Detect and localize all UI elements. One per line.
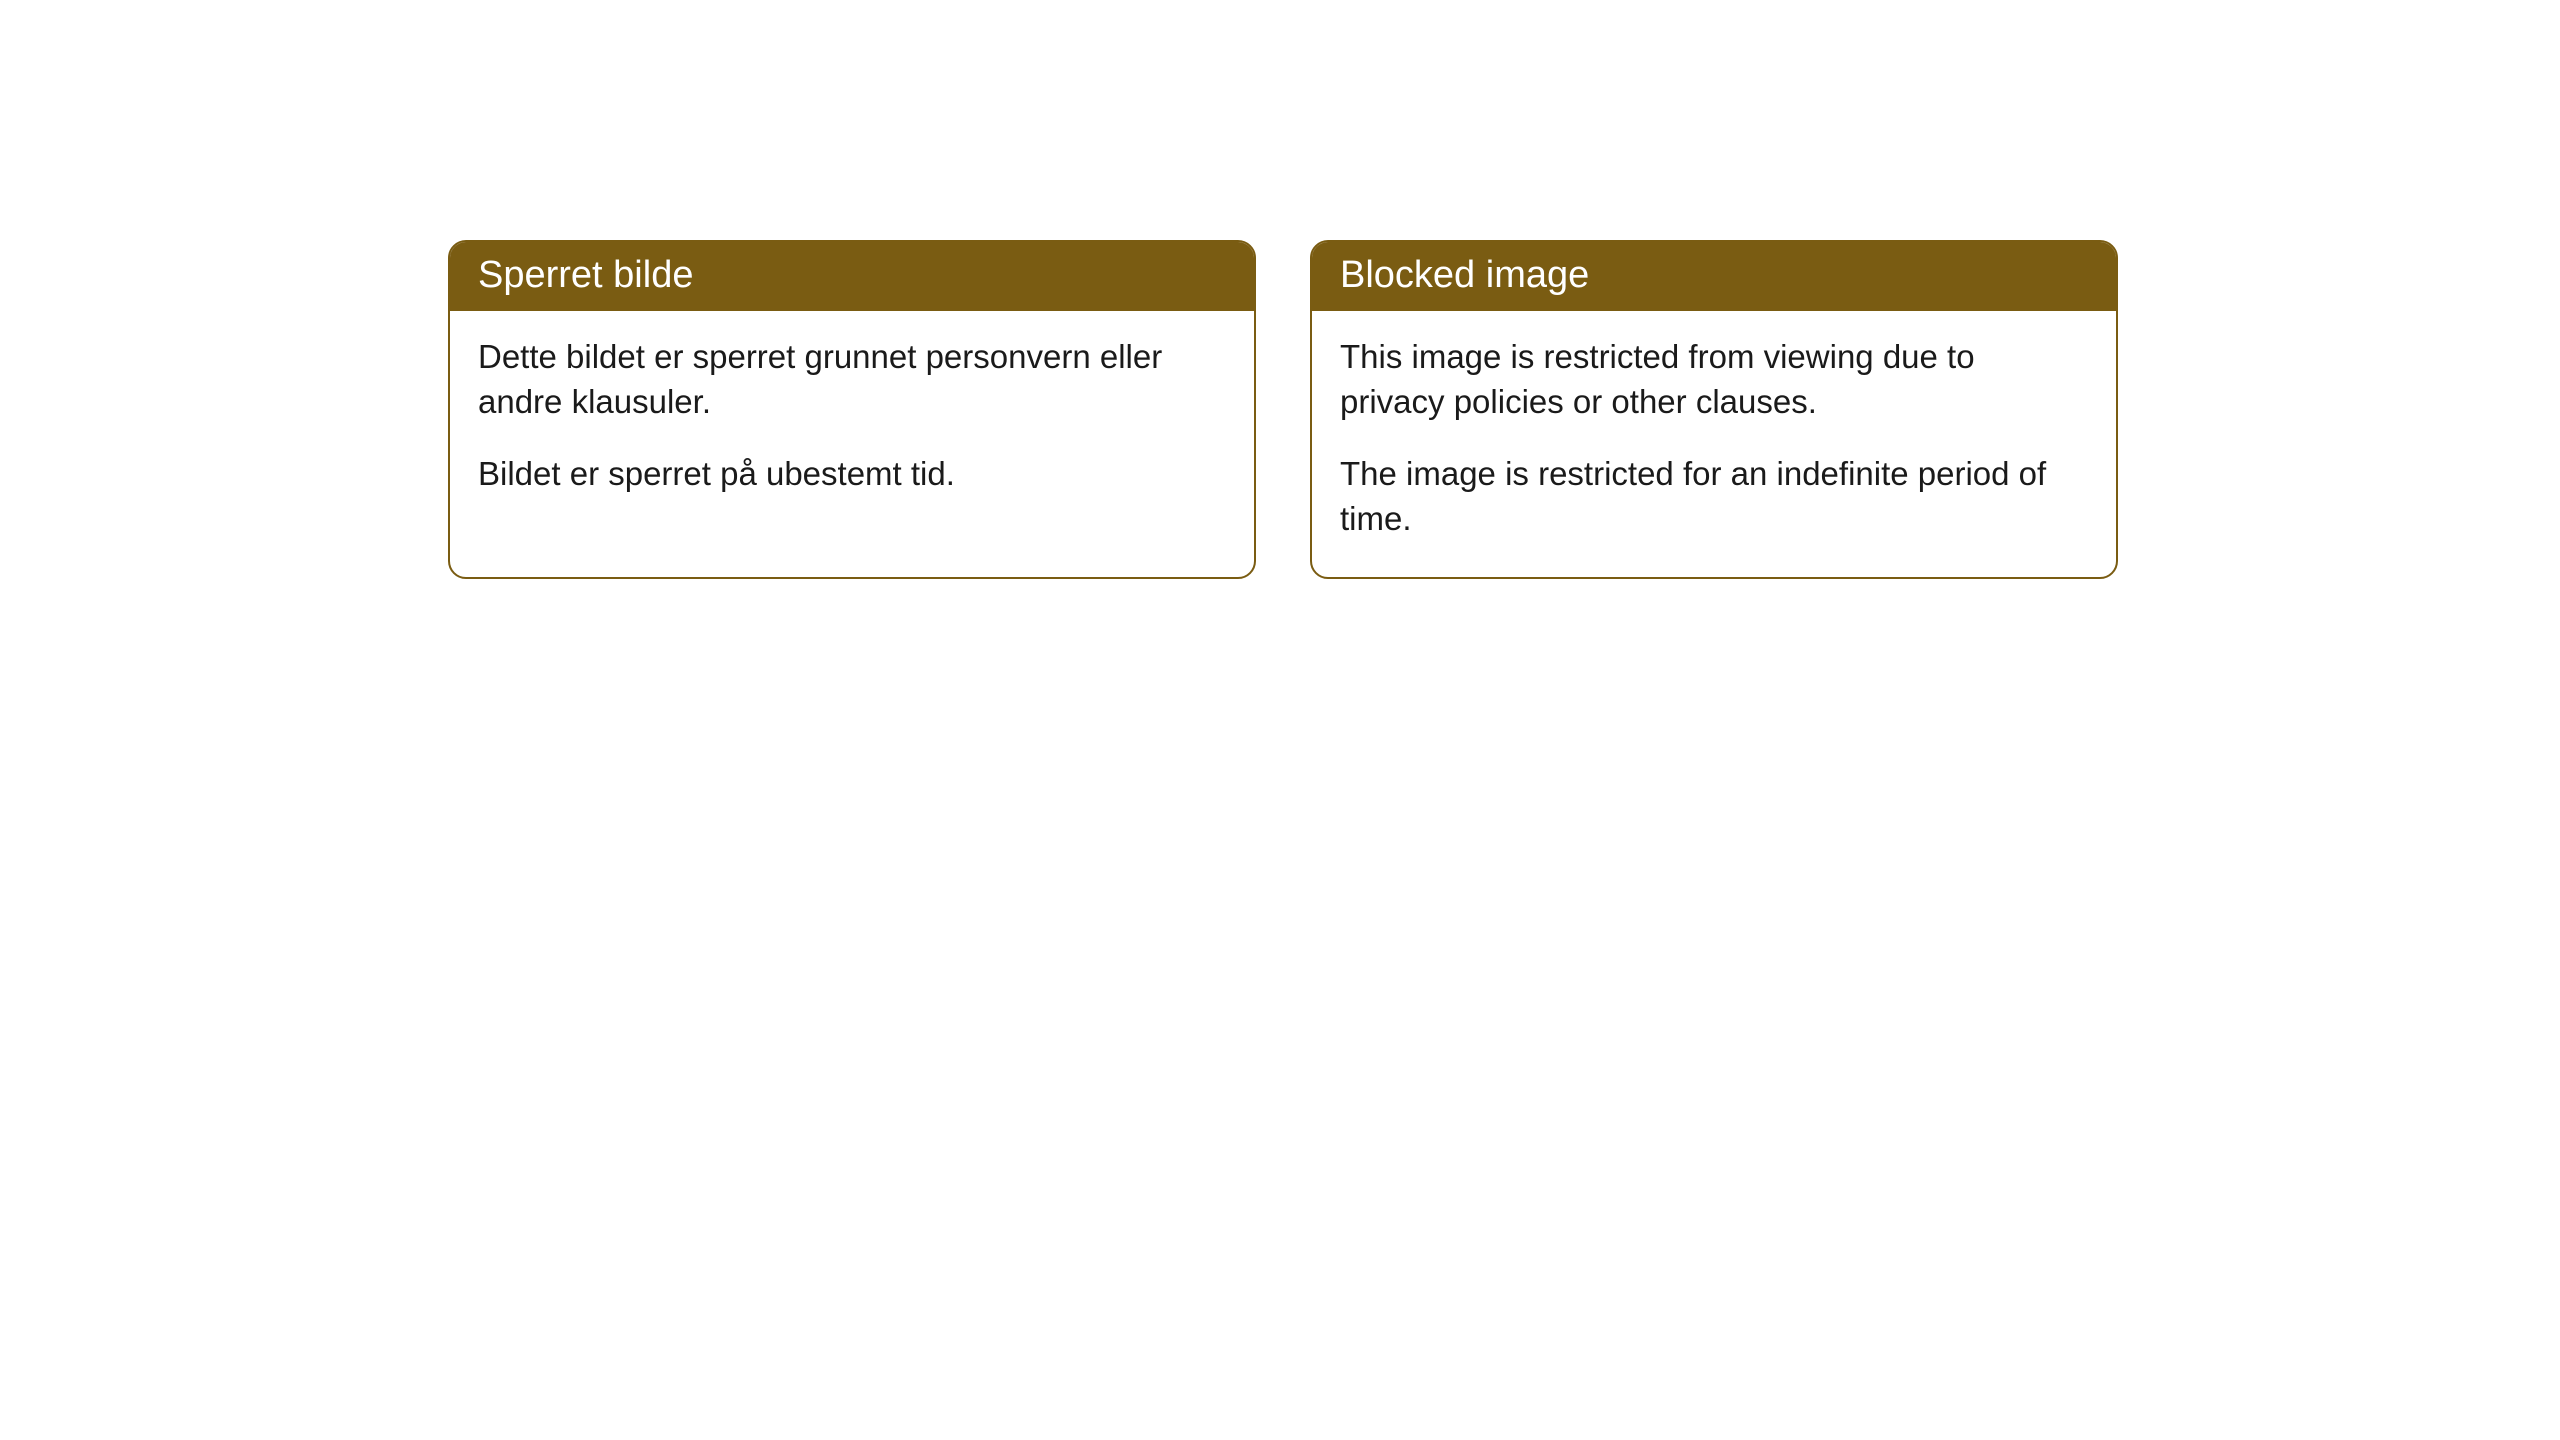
card-paragraph: This image is restricted from viewing du…	[1340, 335, 2088, 424]
notice-cards-container: Sperret bilde Dette bildet er sperret gr…	[448, 240, 2118, 579]
card-paragraph: The image is restricted for an indefinit…	[1340, 452, 2088, 541]
card-header: Blocked image	[1312, 242, 2116, 311]
blocked-image-card-norwegian: Sperret bilde Dette bildet er sperret gr…	[448, 240, 1256, 579]
card-body: Dette bildet er sperret grunnet personve…	[450, 311, 1254, 533]
card-paragraph: Bildet er sperret på ubestemt tid.	[478, 452, 1226, 497]
card-paragraph: Dette bildet er sperret grunnet personve…	[478, 335, 1226, 424]
card-header: Sperret bilde	[450, 242, 1254, 311]
card-body: This image is restricted from viewing du…	[1312, 311, 2116, 577]
blocked-image-card-english: Blocked image This image is restricted f…	[1310, 240, 2118, 579]
